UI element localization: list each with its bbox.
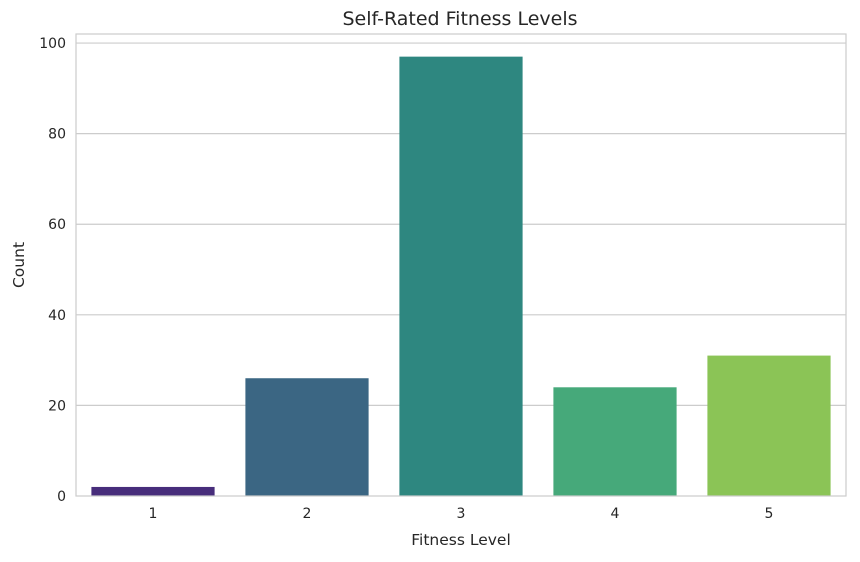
y-tick-label: 100 [39, 36, 66, 52]
y-tick-labels: 0 20 40 60 80 100 [39, 36, 66, 505]
chart-title: Self-Rated Fitness Levels [342, 8, 577, 30]
y-tick-label: 80 [48, 127, 66, 143]
x-axis-label: Fitness Level [411, 531, 511, 549]
bars [91, 56, 831, 496]
x-tick-label: 3 [457, 506, 466, 522]
x-tick-label: 4 [611, 506, 620, 522]
y-axis-label: Count [10, 242, 28, 288]
x-tick-label: 5 [765, 506, 774, 522]
x-tick-labels: 1 2 3 4 5 [149, 506, 774, 522]
y-tick-label: 40 [48, 308, 66, 324]
bar-4 [553, 387, 677, 496]
y-tick-label: 60 [48, 217, 66, 233]
plot-frame [75, 33, 847, 497]
bar-5 [707, 355, 831, 496]
y-tick-label: 20 [48, 398, 66, 414]
bar-1 [91, 486, 215, 496]
x-tick-label: 2 [303, 506, 312, 522]
bar-2 [245, 378, 369, 496]
bar-3 [399, 56, 523, 496]
x-tick-label: 1 [149, 506, 158, 522]
y-tick-label: 0 [57, 489, 66, 505]
